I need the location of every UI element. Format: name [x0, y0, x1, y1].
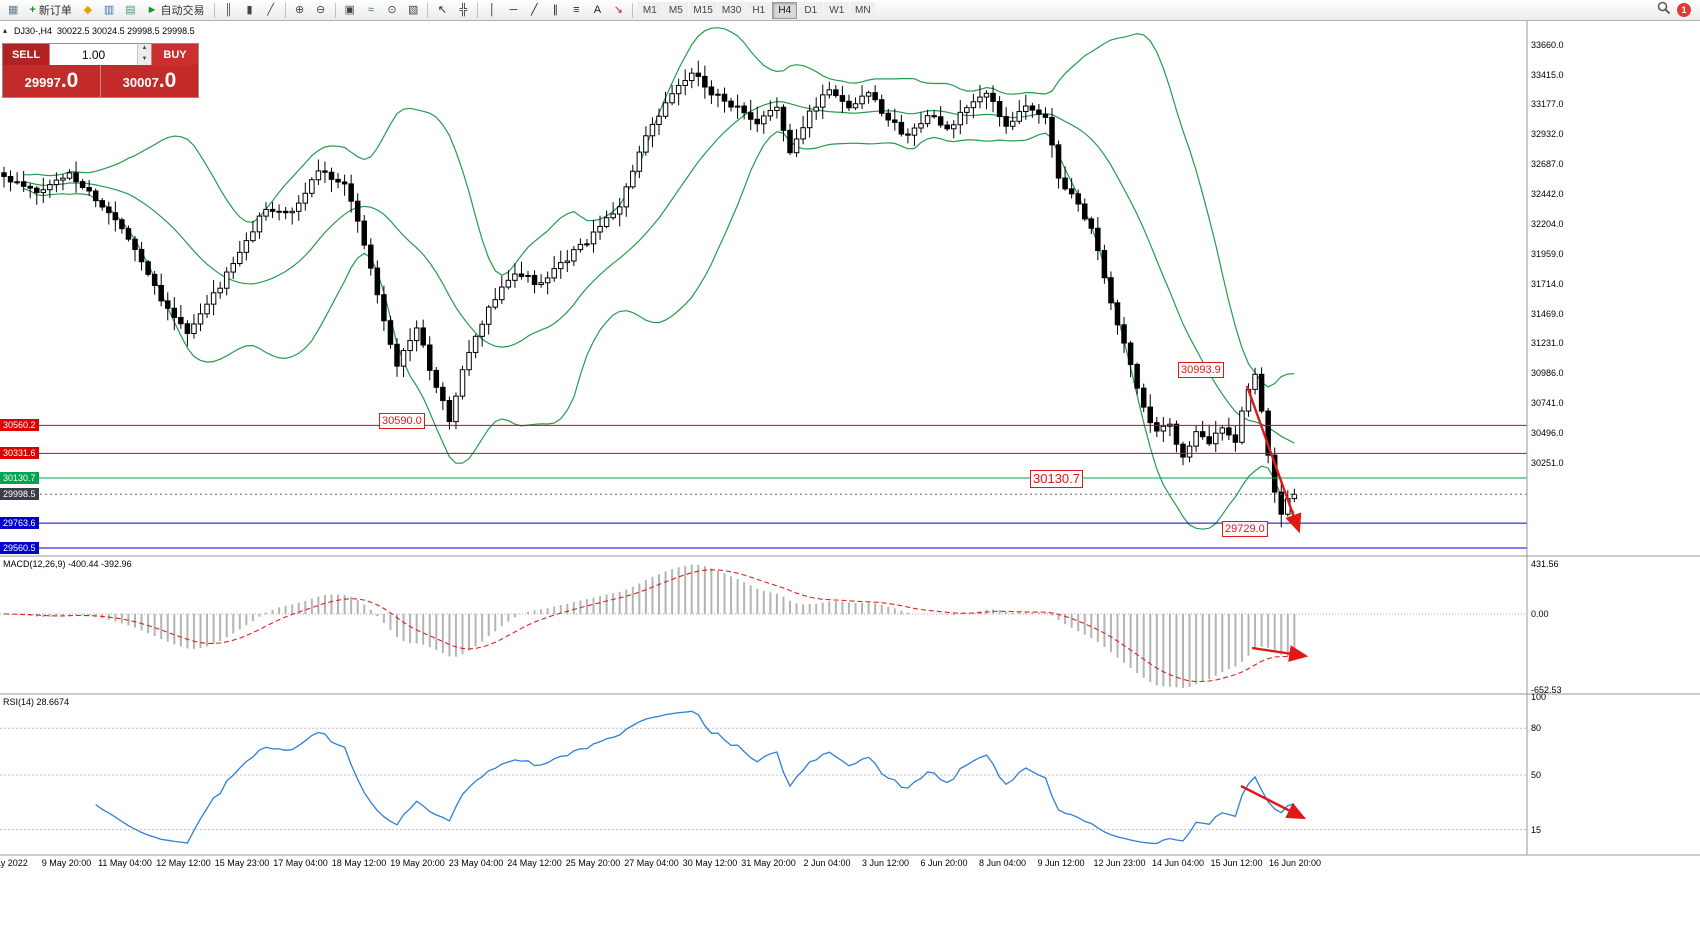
- line-chart-icon[interactable]: ╱: [261, 1, 281, 19]
- data-window-icon[interactable]: ▤: [120, 1, 140, 19]
- timeframe-m5-button[interactable]: M5: [663, 1, 689, 19]
- metaeditor-icon: ◆: [83, 3, 93, 16]
- plus-icon: +: [29, 3, 36, 16]
- autotrading-button[interactable]: ► 自动交易: [142, 1, 210, 19]
- candles: [1, 60, 1298, 528]
- data-window-icon: ▤: [125, 3, 136, 16]
- candlestick-chart-icon[interactable]: ▮: [240, 1, 260, 19]
- line-chart-icon: ╱: [267, 3, 274, 16]
- volume-down-button[interactable]: ▼: [138, 54, 151, 65]
- crosshair-icon[interactable]: ╬: [453, 1, 473, 19]
- toolbar-right: 1: [1657, 1, 1697, 20]
- toolbar-separator: [284, 2, 286, 18]
- timeframe-m1-button[interactable]: M1: [637, 1, 663, 19]
- sell-price[interactable]: 29997 .0: [3, 65, 101, 97]
- period-icon: ⊙: [387, 3, 397, 16]
- timeframe-mn-button[interactable]: MN: [850, 1, 876, 19]
- zoom-in-icon: ⊕: [294, 3, 305, 16]
- new-chart-icon: ▦: [8, 3, 19, 16]
- channel-icon: ∥: [552, 3, 559, 16]
- market-watch-icon[interactable]: ▥: [99, 1, 119, 19]
- trendline-icon: ╱: [531, 3, 538, 16]
- volume-input[interactable]: [50, 44, 137, 65]
- new-chart-icon[interactable]: ▦: [3, 1, 23, 19]
- horizontal-line-icon: ─: [509, 3, 518, 16]
- macd-panel: [0, 564, 1527, 688]
- candlestick-chart-icon: ▮: [246, 3, 253, 16]
- toolbar: ▦ + 新订单 ◆ ▥ ▤ ► 自动交易 ║ ▮ ╱ ⊕ ⊖ ▣ ≈ ⊙ ▧ ↖ ╬ │ ─ ╱ ∥ ≡ A ↘ M1 M5 M15 M3…: [0, 0, 1700, 21]
- zoom-in-icon[interactable]: ⊕: [290, 1, 310, 19]
- toolbar-separator: [427, 2, 429, 18]
- sell-button[interactable]: SELL: [3, 44, 50, 65]
- bollinger-bands: [23, 27, 1295, 530]
- cursor-icon[interactable]: ↖: [432, 1, 452, 19]
- zoom-out-icon[interactable]: ⊖: [311, 1, 331, 19]
- period-icon[interactable]: ⊙: [382, 1, 402, 19]
- toolbar-separator: [334, 2, 336, 18]
- new-order-button[interactable]: + 新订单: [24, 1, 76, 19]
- one-click-trading-panel: SELL ▲ ▼ BUY 29997 .0 30007 .0: [2, 43, 199, 98]
- text-icon: A: [593, 3, 602, 16]
- bar-chart-icon[interactable]: ║: [219, 1, 239, 19]
- fibonacci-icon: ≡: [573, 3, 580, 16]
- buy-button[interactable]: BUY: [151, 44, 198, 65]
- fibonacci-icon[interactable]: ≡: [566, 1, 586, 19]
- timeframe-w1-button[interactable]: W1: [824, 1, 850, 19]
- autotrading-button-label: 自动交易: [160, 5, 205, 17]
- tile-windows-icon[interactable]: ▣: [340, 1, 360, 19]
- vertical-line-icon: │: [488, 3, 496, 16]
- cursor-icon: ↖: [437, 3, 447, 16]
- bar-chart-icon: ║: [224, 3, 233, 16]
- timeframe-d1-button[interactable]: D1: [798, 1, 824, 19]
- trendline-icon[interactable]: ╱: [524, 1, 544, 19]
- volume-field: ▲ ▼: [50, 44, 151, 65]
- channel-icon[interactable]: ∥: [545, 1, 565, 19]
- play-icon: ►: [146, 3, 158, 16]
- timeframe-h1-button[interactable]: H1: [746, 1, 772, 19]
- toolbar-separator: [213, 2, 215, 18]
- zoom-out-icon: ⊖: [315, 3, 326, 16]
- symbol-info: DJ30-,H4 30022.5 30024.5 29998.5 29998.5: [14, 26, 195, 36]
- crosshair-icon: ╬: [459, 3, 468, 16]
- indicators-icon: ≈: [367, 3, 374, 16]
- toolbar-separator: [477, 2, 479, 18]
- sell-price-frac: .0: [60, 69, 79, 92]
- market-watch-icon: ▥: [103, 3, 115, 16]
- template-icon: ▧: [407, 3, 419, 16]
- tile-windows-icon: ▣: [344, 3, 355, 16]
- buy-price-main: 30007: [122, 75, 159, 90]
- new-order-button-label: 新订单: [38, 5, 72, 17]
- notification-badge[interactable]: 1: [1677, 3, 1691, 17]
- vertical-line-icon[interactable]: │: [482, 1, 502, 19]
- horizontal-line-icon[interactable]: ─: [503, 1, 523, 19]
- drawn-arrows[interactable]: [1240, 385, 1309, 820]
- rsi-panel: [0, 710, 1527, 845]
- buy-price[interactable]: 30007 .0: [101, 65, 198, 97]
- metaeditor-icon[interactable]: ◆: [78, 1, 98, 19]
- timeframe-m15-button[interactable]: M15: [689, 1, 717, 19]
- sell-price-main: 29997: [24, 75, 61, 90]
- horizontal-levels: [0, 424, 1527, 549]
- volume-spinner: ▲ ▼: [137, 44, 151, 65]
- template-icon[interactable]: ▧: [403, 1, 423, 19]
- volume-up-button[interactable]: ▲: [138, 44, 151, 55]
- search-icon[interactable]: [1657, 1, 1671, 20]
- indicators-icon[interactable]: ≈: [361, 1, 381, 19]
- timeframe-m30-button[interactable]: M30: [717, 1, 746, 19]
- one-click-toggle[interactable]: ▴: [3, 26, 8, 35]
- text-icon[interactable]: A: [587, 1, 607, 19]
- arrows-icon: ↘: [613, 3, 623, 16]
- timeframe-h4-button[interactable]: H4: [772, 1, 798, 19]
- toolbar-separator: [632, 2, 634, 18]
- buy-price-frac: .0: [158, 69, 177, 92]
- arrows-icon[interactable]: ↘: [608, 1, 628, 19]
